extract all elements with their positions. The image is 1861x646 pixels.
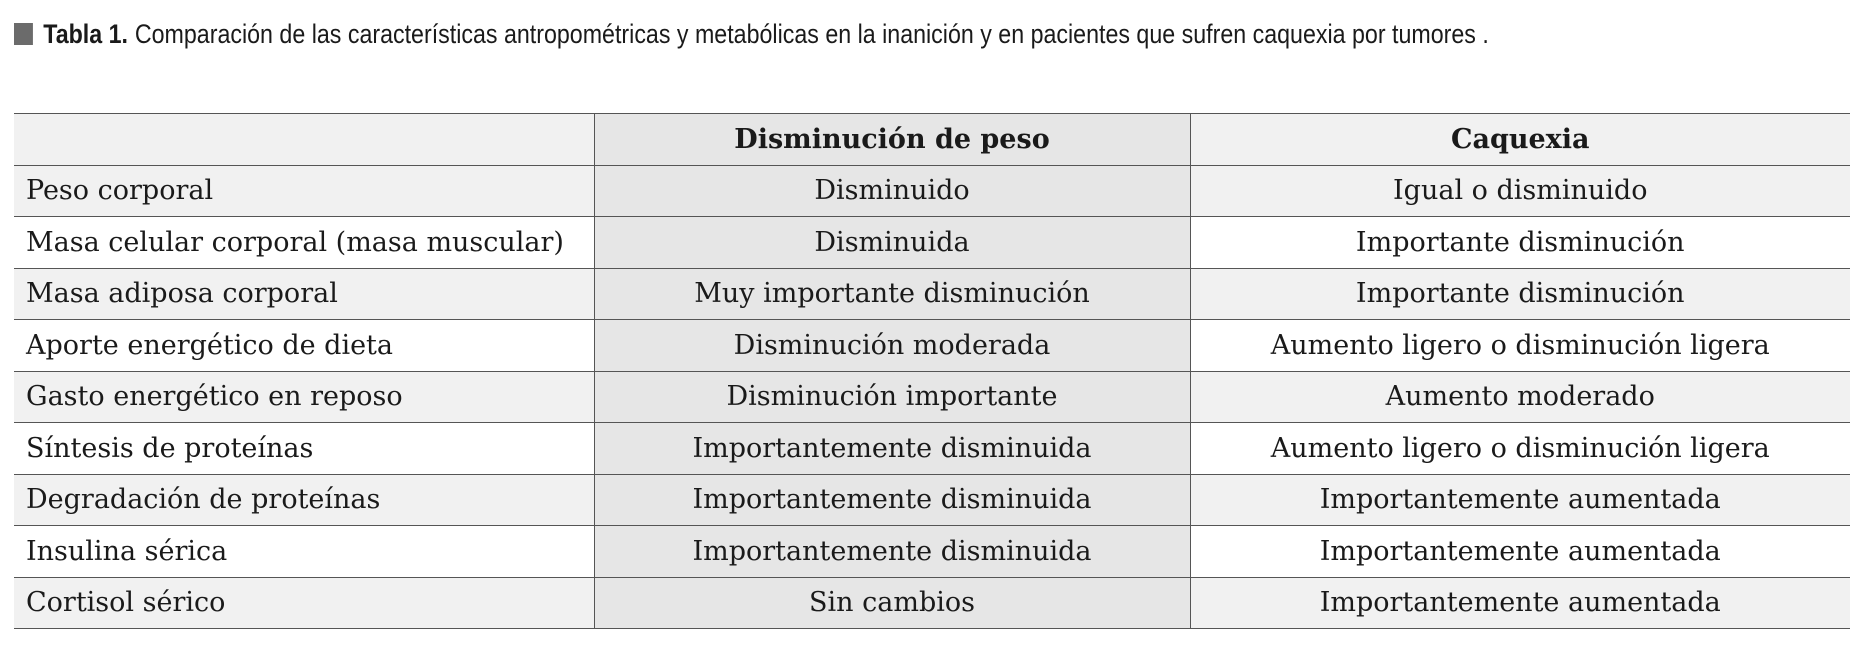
table-row: Insulina sérica Importantemente disminui… xyxy=(14,525,1850,577)
row-label: Degradación de proteínas xyxy=(14,474,594,526)
cell-disminucion: Disminución moderada xyxy=(593,319,1191,371)
table-row: Aporte energético de dieta Disminución m… xyxy=(14,319,1850,371)
table-header-row: Disminución de peso Caquexia xyxy=(14,113,1850,165)
cell-caquexia: Importantemente aumentada xyxy=(1190,525,1850,577)
cell-disminucion: Importantemente disminuida xyxy=(593,474,1191,526)
table-row: Síntesis de proteínas Importantemente di… xyxy=(14,422,1850,474)
table-row: Masa celular corporal (masa muscular) Di… xyxy=(14,216,1850,268)
cell-disminucion: Disminución importante xyxy=(593,371,1191,423)
row-label: Síntesis de proteínas xyxy=(14,422,594,474)
cell-disminucion: Importantemente disminuida xyxy=(593,422,1191,474)
row-label: Cortisol sérico xyxy=(14,577,594,629)
table-row: Masa adiposa corporal Muy importante dis… xyxy=(14,268,1850,320)
caption-label: Tabla 1. xyxy=(43,18,128,49)
table-row: Degradación de proteínas Importantemente… xyxy=(14,474,1850,526)
cell-caquexia: Importantemente aumentada xyxy=(1190,474,1850,526)
caption-text: Comparación de las características antro… xyxy=(134,18,1489,49)
cell-caquexia: Aumento ligero o disminución ligera xyxy=(1190,319,1850,371)
cell-caquexia: Importante disminución xyxy=(1190,268,1850,320)
comparison-table: Disminución de peso Caquexia Peso corpor… xyxy=(14,113,1850,629)
cell-disminucion: Importantemente disminuida xyxy=(593,525,1191,577)
row-label: Masa adiposa corporal xyxy=(14,268,594,320)
caption-square-icon xyxy=(14,23,33,45)
cell-caquexia: Aumento ligero o disminución ligera xyxy=(1190,422,1850,474)
table-row: Peso corporal Disminuido Igual o disminu… xyxy=(14,165,1850,217)
row-label: Masa celular corporal (masa muscular) xyxy=(14,216,594,268)
cell-disminucion: Disminuido xyxy=(593,165,1191,217)
table-row: Gasto energético en reposo Disminución i… xyxy=(14,371,1850,423)
cell-disminucion: Disminuida xyxy=(593,216,1191,268)
cell-disminucion: Muy importante disminución xyxy=(593,268,1191,320)
header-caquexia: Caquexia xyxy=(1190,113,1850,165)
cell-caquexia: Aumento moderado xyxy=(1190,371,1850,423)
cell-disminucion: Sin cambios xyxy=(593,577,1191,629)
header-empty xyxy=(14,113,594,165)
header-disminucion-de-peso: Disminución de peso xyxy=(593,113,1191,165)
table-caption: Tabla 1. Comparación de las característi… xyxy=(14,14,1489,54)
row-label: Peso corporal xyxy=(14,165,594,217)
cell-caquexia: Importantemente aumentada xyxy=(1190,577,1850,629)
table-row: Cortisol sérico Sin cambios Importanteme… xyxy=(14,577,1850,629)
cell-caquexia: Importante disminución xyxy=(1190,216,1850,268)
row-label: Insulina sérica xyxy=(14,525,594,577)
cell-caquexia: Igual o disminuido xyxy=(1190,165,1850,217)
row-label: Gasto energético en reposo xyxy=(14,371,594,423)
row-label: Aporte energético de dieta xyxy=(14,319,594,371)
